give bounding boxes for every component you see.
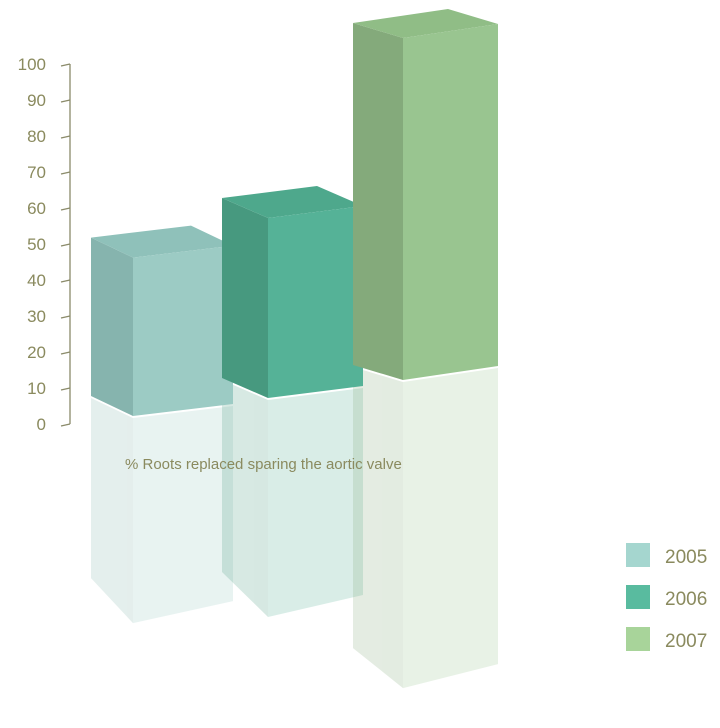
bar-reflection — [222, 380, 363, 617]
bar-side-face — [222, 198, 268, 398]
legend-item-2007: 2007 — [626, 627, 707, 652]
bar-front-face — [403, 24, 498, 380]
bar-reflection — [91, 398, 233, 624]
legend: 2005 2006 2007 — [626, 543, 707, 652]
bar-2005 — [91, 225, 233, 416]
legend-label: 2007 — [665, 631, 707, 652]
legend-item-2006: 2006 — [626, 585, 707, 610]
reflection-side — [222, 380, 268, 617]
reflection-front — [268, 388, 363, 617]
reflection-side — [353, 367, 403, 689]
y-tick-label: 10 — [27, 379, 46, 398]
bar-top-face — [222, 186, 363, 218]
y-tick — [60, 351, 71, 355]
bar-2007 — [353, 9, 498, 380]
y-tick — [60, 135, 71, 139]
bar-top-face — [91, 225, 233, 258]
chart-caption: % Roots replaced sparing the aortic valv… — [125, 456, 402, 473]
y-tick — [60, 315, 71, 319]
y-tick — [60, 207, 71, 211]
bar-front-face — [268, 206, 363, 398]
y-tick — [60, 387, 71, 391]
legend-label: 2006 — [665, 589, 707, 610]
y-tick — [60, 243, 71, 247]
y-axis: 0 10 20 30 40 50 60 70 80 90 100 — [18, 55, 71, 434]
y-tick — [60, 423, 71, 427]
bar-reflections — [91, 367, 498, 689]
y-tick-label: 30 — [27, 307, 46, 326]
y-tick — [60, 171, 71, 175]
bar-reflection — [353, 367, 498, 689]
bars — [91, 9, 498, 416]
y-tick-label: 40 — [27, 271, 46, 290]
y-tick-label: 0 — [37, 415, 46, 434]
legend-swatch — [626, 585, 650, 609]
y-tick-label: 20 — [27, 343, 46, 362]
reflection-front — [403, 368, 498, 689]
y-tick — [60, 279, 71, 283]
legend-swatch — [626, 543, 650, 567]
bar-2006 — [222, 186, 363, 398]
y-tick-label: 60 — [27, 199, 46, 218]
bar-side-face — [353, 23, 403, 380]
bar-top-face — [353, 9, 498, 38]
y-tick-label: 50 — [27, 235, 46, 254]
bar-front-face — [133, 245, 233, 416]
legend-item-2005: 2005 — [626, 543, 707, 568]
reflection-side — [91, 398, 133, 624]
legend-swatch — [626, 627, 650, 651]
y-tick — [60, 99, 71, 103]
reflection-front — [133, 406, 233, 624]
y-tick — [60, 63, 71, 67]
y-tick-label: 80 — [27, 127, 46, 146]
bar-side-face — [91, 237, 133, 416]
y-tick-label: 90 — [27, 91, 46, 110]
y-tick-label: 70 — [27, 163, 46, 182]
y-tick-label: 100 — [18, 55, 46, 74]
legend-label: 2005 — [665, 547, 707, 568]
